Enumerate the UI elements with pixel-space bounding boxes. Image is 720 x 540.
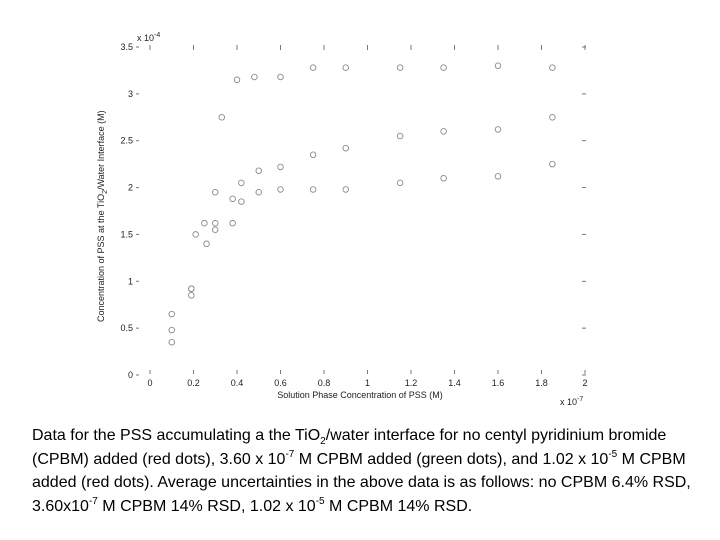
data-point-series-3 <box>255 189 262 196</box>
y-tick-label: 0 <box>128 370 133 380</box>
data-point-series-3 <box>277 186 284 193</box>
data-point-series-1 <box>201 219 208 227</box>
data-point-series-1 <box>168 310 175 318</box>
data-point-series-2 <box>494 126 502 133</box>
caption-sub-1: 2 <box>320 436 326 447</box>
data-point-series-2 <box>255 167 262 174</box>
data-point-series-1 <box>309 64 317 71</box>
y-tick-label: 1.5 <box>120 229 133 239</box>
data-point-series-1 <box>440 64 447 71</box>
data-point-series-3 <box>188 285 195 293</box>
data-point-series-3 <box>342 186 350 193</box>
data-point-series-1 <box>342 64 350 71</box>
y-tick-label: 0.5 <box>120 323 133 333</box>
y-axis-label: Concentration of PSS at the TiO2/Water I… <box>96 110 109 322</box>
data-point-series-1 <box>396 64 404 71</box>
data-point-series-1 <box>211 189 219 196</box>
caption-text-4: M CPBM added (red dots). Average uncerta… <box>32 450 691 515</box>
data-point-series-3 <box>396 179 404 187</box>
data-point-series-3 <box>440 174 447 182</box>
x-tick-label: 0 <box>147 378 152 388</box>
data-point-series-2 <box>229 219 236 227</box>
x-multiplier: x 10-7 <box>560 396 583 407</box>
caption-text-2: /water interface for no centyl pyridiniu… <box>32 427 667 468</box>
data-point-series-1 <box>168 338 175 346</box>
x-tick-label: 0.4 <box>231 378 244 388</box>
caption-sup-4: -5 <box>315 495 325 507</box>
data-point-series-3 <box>309 186 317 193</box>
y-tick-label: 2.5 <box>120 136 133 146</box>
caption-sup-1: -7 <box>285 448 295 460</box>
caption-text-5: M CPBM 14% RSD, 1.02 x 10 <box>97 497 316 515</box>
y-tick-label: 1 <box>128 276 133 286</box>
data-point-series-3 <box>211 219 219 227</box>
data-point-series-1 <box>218 114 226 121</box>
data-point-series-1 <box>549 64 556 71</box>
data-point-series-2 <box>309 151 317 159</box>
data-point-series-1 <box>251 73 258 81</box>
x-tick-label: 0.2 <box>187 378 200 388</box>
data-point-series-2 <box>238 179 245 187</box>
data-point-series-2 <box>396 132 404 140</box>
caption-text-3: M CPBM added (green dots), and 1.02 x 10 <box>294 450 609 468</box>
data-points <box>168 62 556 346</box>
scatter-chart: 0 0.5 1 1.5 2 2.5 3 3.5 0 0.2 0.4 0.6 0.8 1 1.2 1.4 1.6… <box>96 32 588 407</box>
caption-sup-2: -5 <box>608 448 618 460</box>
x-tick-label: 1.6 <box>492 378 505 388</box>
y-tick-label: 3 <box>128 89 133 99</box>
x-axis-label: Solution Phase Concentration of PSS (M) <box>277 390 443 400</box>
x-tick-label: 1.2 <box>405 378 418 388</box>
x-axis-ticks: 0 0.2 0.4 0.6 0.8 1 1.2 1.4 1.6 1.8 2 <box>147 45 588 388</box>
data-point-series-3 <box>229 195 236 203</box>
x-tick-label: 2 <box>582 378 587 388</box>
caption-text-1: Data for the PSS accumulating a the TiO <box>32 427 321 444</box>
x-tick-label: 1.8 <box>535 378 548 388</box>
data-point-series-3 <box>494 173 502 180</box>
y-tick-label: 2 <box>128 183 133 193</box>
x-tick-label: 1 <box>365 378 370 388</box>
y-axis-ticks: 0 0.5 1 1.5 2 2.5 3 3.5 <box>120 42 586 380</box>
data-point-series-1 <box>192 231 199 238</box>
x-tick-label: 1.4 <box>448 378 461 388</box>
data-point-series-1 <box>494 62 502 69</box>
data-point-series-2 <box>203 240 210 248</box>
data-point-series-1 <box>168 326 175 334</box>
data-point-series-1 <box>233 76 241 84</box>
caption-sup-3: -7 <box>88 495 98 507</box>
y-multiplier: x 10-4 <box>137 32 160 43</box>
data-point-series-2 <box>277 163 284 171</box>
data-point-series-2 <box>549 114 556 121</box>
data-point-series-3 <box>549 160 556 168</box>
data-point-series-1 <box>277 73 284 81</box>
data-point-series-1 <box>188 292 195 299</box>
figure-caption: Data for the PSS accumulating a the TiO2… <box>32 424 716 518</box>
caption-text-6: M CPBM 14% RSD. <box>324 497 473 515</box>
y-tick-label: 3.5 <box>120 42 133 52</box>
x-tick-label: 0.8 <box>318 378 331 388</box>
data-point-series-2 <box>440 128 447 135</box>
data-point-series-3 <box>238 198 245 205</box>
x-tick-label: 0.6 <box>274 378 287 388</box>
data-point-series-2 <box>211 226 219 233</box>
data-point-series-2 <box>342 144 350 152</box>
